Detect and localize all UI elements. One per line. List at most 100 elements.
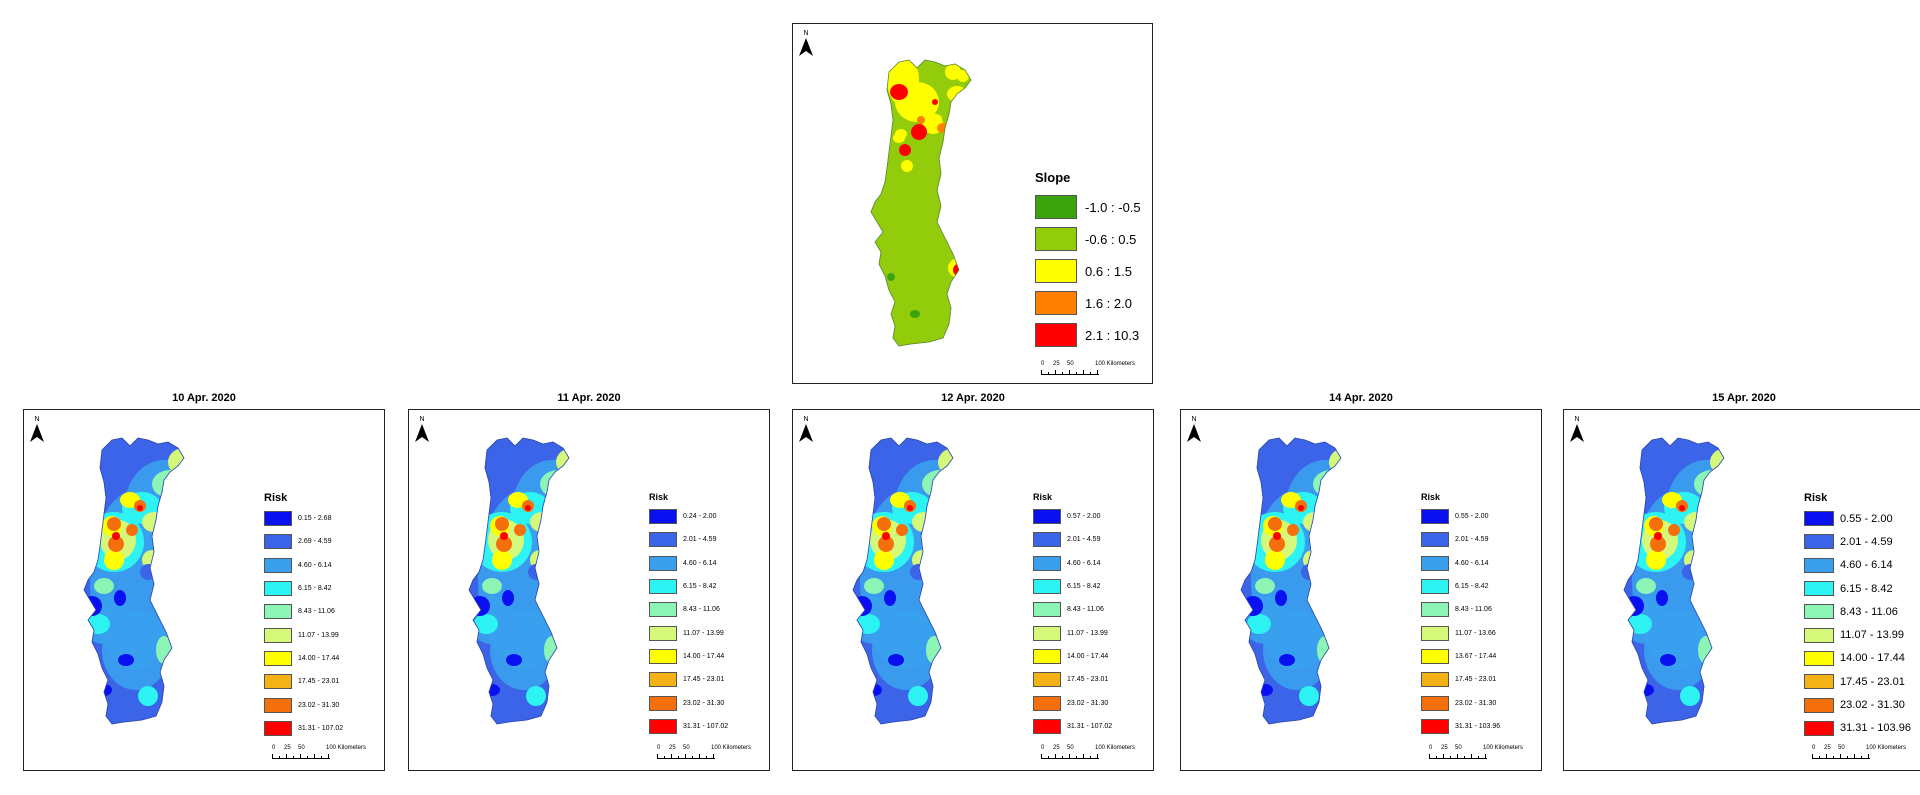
scale-tick-label: 50	[298, 745, 305, 751]
hotspot	[1317, 636, 1333, 664]
legend-title: Risk	[1804, 492, 1828, 504]
legend-item: 17.45 - 23.01	[649, 668, 728, 691]
legend-item: 2.1 : 10.3	[1035, 319, 1141, 351]
legend-label: 8.43 - 11.06	[1840, 605, 1898, 618]
hotspot	[506, 654, 522, 666]
legend-swatch	[1804, 720, 1834, 736]
legend-swatch	[1421, 695, 1449, 711]
legend-item: 14.00 - 17.44	[649, 645, 728, 668]
hotspot	[1717, 501, 1724, 519]
legend-label: -1.0 : -0.5	[1085, 199, 1141, 215]
scale-tick-label: 0	[1041, 745, 1045, 751]
legend-swatch	[1421, 509, 1449, 525]
risk-map-panel: N Risk 0.15 - 2.68 2.69 - 4.59 4.60 - 6.14 6.…	[23, 409, 385, 771]
scale-line	[1429, 753, 1487, 759]
north-arrow-icon	[1187, 424, 1201, 442]
hotspot	[108, 536, 124, 552]
legend-swatch	[649, 602, 677, 618]
legend-title: Slope	[1035, 170, 1071, 185]
legend-swatch	[1033, 648, 1061, 664]
north-arrow: N	[799, 416, 813, 442]
legend-swatch	[1804, 674, 1834, 690]
scale-line	[1812, 753, 1870, 759]
north-arrow-icon	[1570, 424, 1584, 442]
hotspot	[1694, 554, 1718, 586]
legend-item: -1.0 : -0.5	[1035, 191, 1141, 223]
legend-swatch	[264, 720, 292, 736]
legend-swatch	[1804, 557, 1834, 573]
legend-swatch	[1033, 695, 1061, 711]
legend-label: 17.45 - 23.01	[683, 676, 725, 684]
legend-label: 11.07 - 13.99	[683, 629, 724, 637]
legend-swatch	[1033, 532, 1061, 548]
scale-tick-label: 25	[1053, 745, 1060, 751]
legend-item: 31.31 - 107.02	[649, 715, 728, 738]
legend-label: 0.57 - 2.00	[1067, 513, 1101, 521]
scale-tick-label: 50	[1838, 745, 1845, 751]
risk-legend: Risk 0.55 - 2.00 2.01 - 4.59 4.60 - 6.14 6.1…	[1804, 492, 1911, 740]
legend-item: 11.07 - 13.99	[649, 621, 728, 644]
legend-label: 17.45 - 23.01	[298, 678, 340, 686]
legend-swatch	[1804, 627, 1834, 643]
legend-swatch	[1804, 697, 1834, 713]
legend-swatch	[1421, 532, 1449, 548]
hotspot	[563, 501, 569, 519]
legend-label: 17.45 - 23.01	[1840, 675, 1905, 688]
scale-tick-label: 0	[657, 745, 661, 751]
hotspot	[902, 70, 914, 80]
hotspot	[1257, 684, 1273, 696]
legend-item: 31.31 - 103.96	[1421, 715, 1500, 738]
legend-swatch	[1035, 227, 1077, 251]
scale-tick-label: 0	[1812, 745, 1816, 751]
hotspot	[84, 596, 102, 616]
scale-bar: 0 25 50 100 Kilometers	[272, 745, 366, 759]
legend-swatch	[1421, 648, 1449, 664]
legend-label: 2.01 - 4.59	[1455, 536, 1489, 544]
hotspot	[1299, 686, 1319, 706]
legend-label: 23.02 - 31.30	[1067, 699, 1109, 707]
legend-swatch	[1804, 650, 1834, 666]
hotspot	[1273, 532, 1281, 540]
hotspot	[558, 498, 569, 522]
legend-swatch	[1035, 195, 1077, 219]
north-label: N	[803, 416, 809, 423]
legend-item: 11.07 - 13.99	[264, 623, 343, 646]
hotspot	[930, 114, 942, 124]
scale-line	[1041, 753, 1099, 759]
north-arrow-icon	[415, 424, 429, 442]
legend-item: 4.60 - 6.14	[1804, 554, 1911, 577]
hotspot	[937, 123, 949, 133]
legend-label: 6.15 - 8.42	[1840, 582, 1893, 595]
hotspot	[884, 590, 896, 606]
risk-map-panel: N Risk 0.57 - 2.00 2.01 - 4.59 4.60 - 6.14 6.…	[792, 409, 1154, 771]
legend-label: 6.15 - 8.42	[1067, 583, 1101, 591]
hotspot	[1268, 517, 1282, 531]
north-label: N	[1574, 416, 1580, 423]
scale-tick-label: 0	[1429, 745, 1433, 751]
risk-legend: Risk 0.15 - 2.68 2.69 - 4.59 4.60 - 6.14 6.1…	[264, 492, 343, 740]
legend-label: 31.31 - 103.96	[1455, 722, 1501, 730]
hotspot	[864, 578, 884, 594]
hotspot	[1636, 578, 1656, 594]
hotspot	[544, 636, 560, 664]
hotspot	[118, 654, 134, 666]
hotspot	[104, 550, 124, 570]
slope-map	[870, 59, 972, 347]
legend-swatch	[649, 579, 677, 595]
hotspot	[140, 564, 156, 580]
scale-line	[272, 753, 330, 759]
hotspot	[1269, 536, 1285, 552]
hotspot	[1287, 524, 1299, 536]
legend-item: 0.24 - 2.00	[649, 505, 728, 528]
risk-legend: Risk 0.57 - 2.00 2.01 - 4.59 4.60 - 6.14 6.1…	[1033, 492, 1112, 738]
legend-swatch	[1804, 604, 1834, 620]
legend-swatch	[1421, 579, 1449, 595]
hotspot	[1279, 654, 1295, 666]
legend-label: 11.07 - 13.99	[298, 631, 339, 639]
hotspot	[1336, 501, 1341, 519]
legend-label: 4.60 - 6.14	[1455, 559, 1489, 567]
hotspot	[474, 614, 498, 634]
north-label: N	[34, 416, 40, 423]
scale-tick-label: 50	[683, 745, 690, 751]
legend-swatch	[264, 650, 292, 666]
